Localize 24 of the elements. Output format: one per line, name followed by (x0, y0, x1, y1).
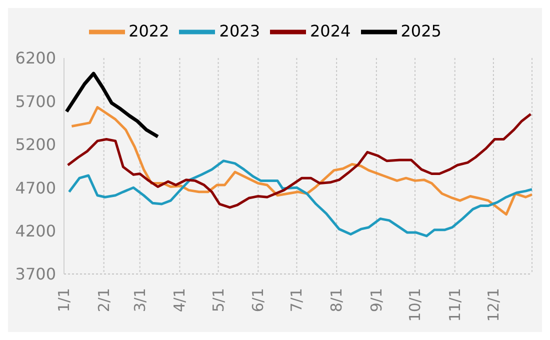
y-tick-label: 4200 (15, 221, 56, 240)
x-tick-label: 10/1 (406, 288, 424, 322)
x-tick-label: 4/1 (170, 288, 189, 312)
x-tick-label: 6/1 (249, 288, 268, 312)
y-tick-label: 5200 (15, 135, 56, 154)
x-tick-label: 8/1 (328, 288, 346, 312)
legend-label: 2025 (400, 21, 442, 40)
line-series (64, 72, 160, 138)
legend-label: 2024 (310, 21, 351, 40)
x-tick-label: 3/1 (130, 288, 149, 312)
x-tick-label: 7/1 (288, 288, 306, 312)
x-tick-label: 11/1 (446, 288, 464, 322)
x-tick-label: 12/1 (484, 288, 502, 322)
line-series (68, 160, 532, 238)
x-tick-label: 1/1 (55, 288, 73, 312)
legend-label: 2022 (128, 21, 170, 40)
y-tick-label: 5700 (15, 92, 56, 111)
legend-label: 2023 (219, 21, 260, 40)
y-tick-label: 3700 (15, 264, 56, 284)
x-tick-label: 5/1 (209, 288, 228, 312)
y-tick-label: 6200 (15, 48, 56, 68)
x-tick-label: 9/1 (367, 288, 386, 312)
x-tick-label: 2/1 (94, 288, 113, 312)
y-tick-label: 4700 (15, 178, 56, 198)
